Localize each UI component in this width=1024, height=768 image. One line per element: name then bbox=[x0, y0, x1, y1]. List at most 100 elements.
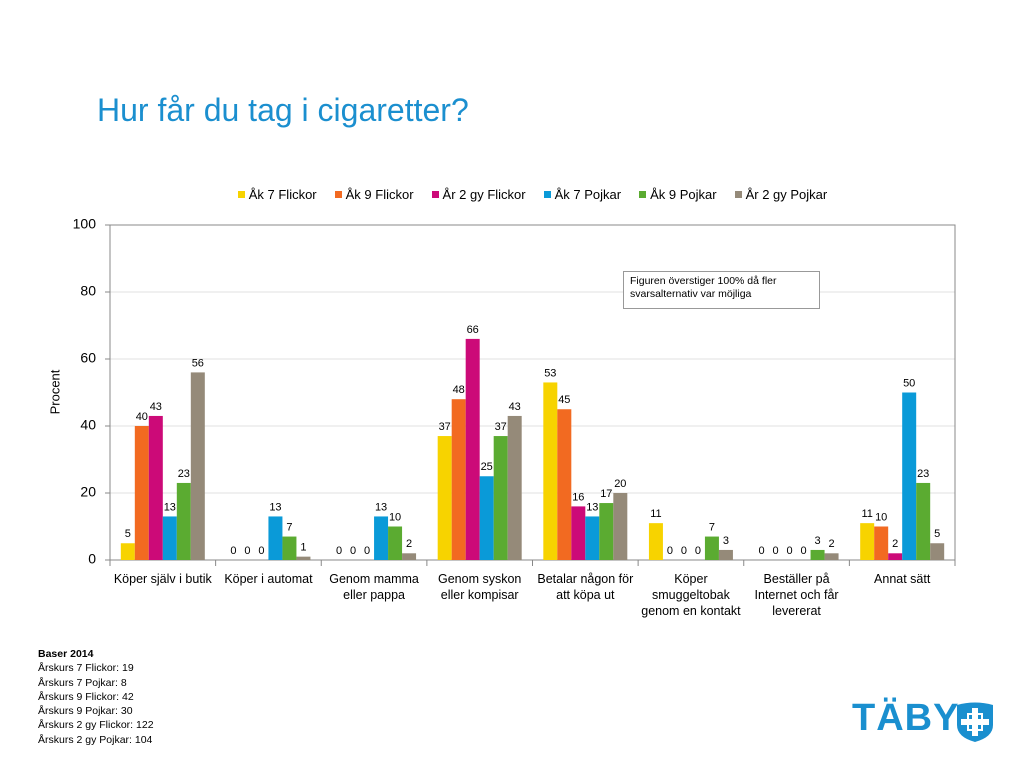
x-tick-label: Genom syskon eller kompisar bbox=[438, 572, 522, 602]
legend-item: År 2 gy Flickor bbox=[431, 187, 526, 202]
legend-label: Åk 9 Pojkar bbox=[650, 187, 717, 202]
bar bbox=[507, 415, 522, 560]
data-label: 0 bbox=[759, 545, 765, 557]
bar bbox=[176, 482, 191, 560]
bar bbox=[860, 523, 875, 560]
data-label: 0 bbox=[244, 545, 250, 557]
base-line: Årskurs 2 gy Flickor: 122 bbox=[38, 719, 154, 732]
legend-label: Åk 7 Pojkar bbox=[554, 187, 622, 202]
bar bbox=[268, 516, 283, 560]
data-label: 0 bbox=[364, 545, 370, 557]
data-label: 45 bbox=[558, 394, 570, 406]
data-label: 11 bbox=[861, 508, 872, 520]
y-tick-label: 80 bbox=[80, 283, 96, 299]
annotation: Figuren överstiger 100% då fler svarsalt… bbox=[623, 271, 820, 309]
data-label: 13 bbox=[375, 501, 387, 513]
data-label: 37 bbox=[439, 421, 451, 433]
bar bbox=[465, 338, 480, 560]
data-label: 10 bbox=[875, 511, 887, 523]
bar bbox=[874, 526, 889, 560]
data-label: 0 bbox=[787, 545, 793, 557]
data-label: 3 bbox=[815, 535, 821, 547]
y-axis-label: Procent bbox=[47, 369, 62, 414]
chart-title: Hur får du tag i cigaretter? bbox=[97, 92, 469, 128]
base-title: Baser 2014 bbox=[38, 648, 94, 660]
legend-label: År 2 gy Pojkar bbox=[745, 187, 828, 202]
data-label: 20 bbox=[614, 478, 626, 490]
data-label: 0 bbox=[258, 545, 264, 557]
data-label: 2 bbox=[829, 538, 835, 550]
base-notes: Baser 2014 Årskurs 7 Flickor: 19 Årskurs 7… bbox=[38, 647, 154, 747]
bar bbox=[451, 399, 466, 560]
data-label: 5 bbox=[125, 528, 131, 540]
data-label: 23 bbox=[917, 468, 929, 480]
data-label: 16 bbox=[572, 491, 584, 503]
legend-swatch bbox=[639, 191, 647, 198]
data-label: 43 bbox=[509, 401, 521, 413]
bar bbox=[479, 476, 494, 560]
bar bbox=[543, 382, 558, 560]
base-line: Årskurs 7 Flickor: 19 bbox=[38, 662, 134, 675]
bar bbox=[888, 553, 903, 560]
data-label: 0 bbox=[336, 545, 342, 557]
data-label: 56 bbox=[192, 357, 204, 369]
bar bbox=[571, 506, 586, 560]
data-label: 53 bbox=[544, 367, 556, 379]
bar bbox=[810, 549, 825, 560]
data-label: 0 bbox=[681, 545, 687, 557]
bar bbox=[585, 516, 600, 560]
data-label: 37 bbox=[495, 421, 507, 433]
y-tick-label: 40 bbox=[80, 417, 96, 433]
data-label: 0 bbox=[667, 545, 673, 557]
data-label: 17 bbox=[600, 488, 612, 500]
data-label: 11 bbox=[650, 508, 661, 520]
legend-label: Åk 7 Flickor bbox=[248, 187, 317, 202]
data-label: 23 bbox=[178, 468, 190, 480]
bar bbox=[374, 516, 389, 560]
data-label: 0 bbox=[695, 545, 701, 557]
data-label: 13 bbox=[269, 501, 281, 513]
x-tick-label: Annat sätt bbox=[874, 572, 931, 586]
y-tick-label: 60 bbox=[80, 350, 96, 366]
legend-swatch bbox=[334, 191, 342, 198]
bar bbox=[824, 553, 839, 560]
bar bbox=[902, 392, 917, 560]
x-tick-label: Köper själv i butik bbox=[113, 572, 212, 586]
data-label: 50 bbox=[903, 377, 915, 389]
data-label: 0 bbox=[230, 545, 236, 557]
legend-item: Åk 9 Flickor bbox=[334, 187, 414, 202]
bar bbox=[148, 415, 163, 560]
bar bbox=[599, 503, 614, 560]
data-label: 7 bbox=[286, 521, 292, 533]
data-label: 10 bbox=[389, 511, 401, 523]
data-label: 0 bbox=[801, 545, 807, 557]
x-tick-label: Beställer på Internet och får levererat bbox=[754, 572, 839, 618]
data-label: 25 bbox=[481, 461, 493, 473]
legend-item: År 2 gy Pojkar bbox=[734, 187, 828, 202]
legend-item: Åk 7 Flickor bbox=[237, 187, 317, 202]
bar bbox=[930, 543, 945, 560]
base-line: Årskurs 2 gy Pojkar: 104 bbox=[38, 733, 153, 746]
bar bbox=[916, 482, 931, 560]
x-tick-label: Köper smuggeltobak genom en kontakt bbox=[641, 572, 741, 618]
y-tick-label: 100 bbox=[73, 216, 97, 232]
data-label: 5 bbox=[934, 528, 940, 540]
data-label: 48 bbox=[453, 384, 465, 396]
legend-label: År 2 gy Flickor bbox=[442, 187, 526, 202]
bar bbox=[120, 543, 135, 560]
base-line: Årskurs 9 Pojkar: 30 bbox=[38, 705, 133, 718]
x-tick-label: Genom mamma eller pappa bbox=[329, 572, 419, 602]
bar bbox=[296, 556, 311, 560]
bar bbox=[704, 536, 719, 560]
data-label: 43 bbox=[150, 401, 162, 413]
base-line: Årskurs 7 Pojkar: 8 bbox=[38, 676, 127, 689]
data-label: 2 bbox=[406, 538, 412, 550]
bar bbox=[190, 372, 205, 560]
data-label: 13 bbox=[164, 501, 176, 513]
legend-label: Åk 9 Flickor bbox=[345, 187, 414, 202]
x-tick-label: Köper i automat bbox=[224, 572, 313, 586]
bar bbox=[402, 553, 417, 560]
bar bbox=[648, 523, 663, 560]
